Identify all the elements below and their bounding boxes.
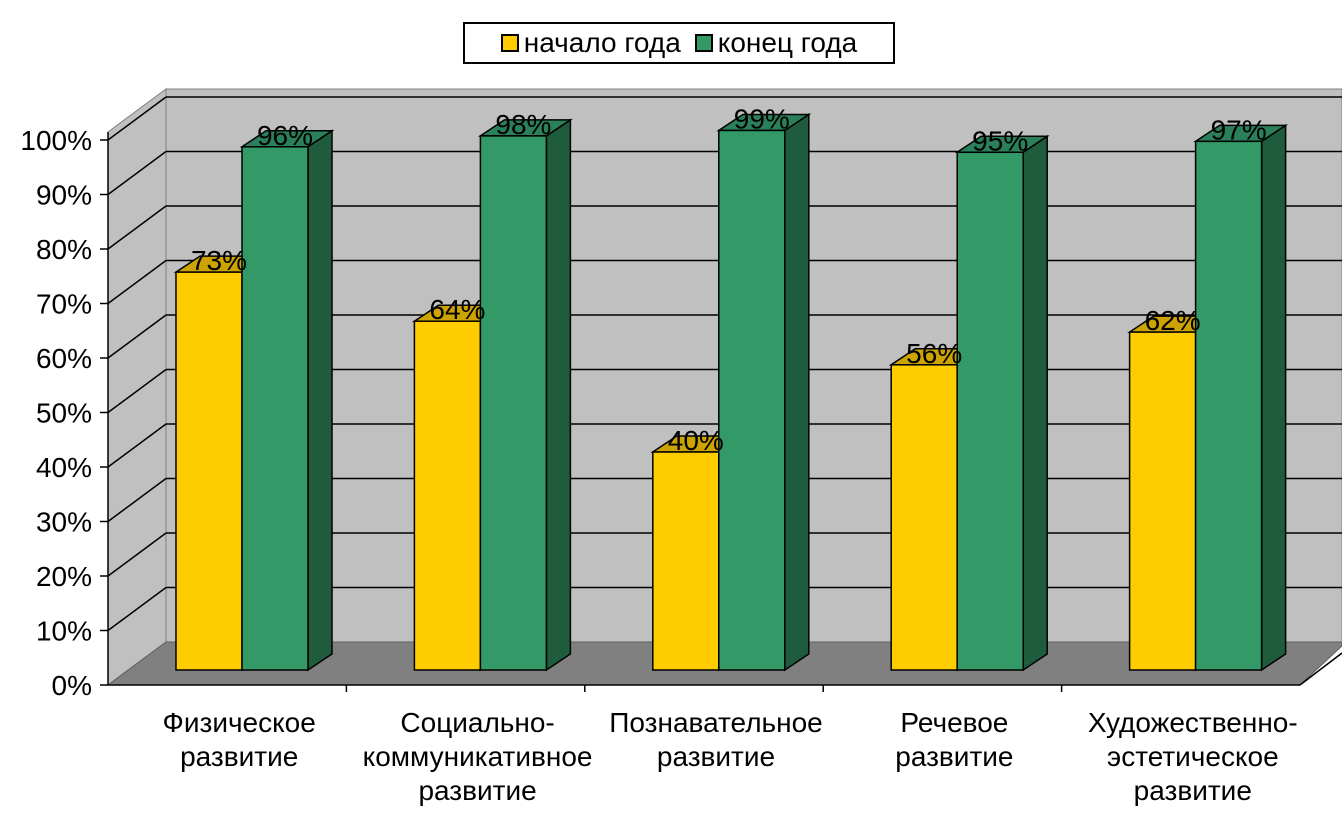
side-wall xyxy=(107,88,167,686)
legend-label-start: начало года xyxy=(523,27,681,58)
gridline-depth xyxy=(107,96,167,141)
bar-end-0 xyxy=(239,129,335,672)
category-label-0: Физическое развитие xyxy=(162,707,316,772)
y-tick-label: 80% xyxy=(36,234,92,265)
gridline-depth xyxy=(107,477,167,523)
gridline-depth xyxy=(107,532,167,577)
x-axis-depth xyxy=(1299,652,1342,686)
data-label-start-1: 64% xyxy=(429,294,485,325)
bars xyxy=(173,113,1289,672)
bar-side xyxy=(1022,134,1048,672)
bar-end-1 xyxy=(477,118,573,672)
data-label-start-4: 62% xyxy=(1145,305,1201,336)
bar-front xyxy=(175,271,243,671)
data-label-end-1: 98% xyxy=(495,109,551,140)
bar-side xyxy=(784,113,810,672)
data-label-end-0: 96% xyxy=(257,120,313,151)
data-label-end-3: 95% xyxy=(972,125,1028,156)
category-label-2: Познавательное развитие xyxy=(609,707,823,772)
gridline-depth xyxy=(107,314,167,359)
gridline-depth xyxy=(107,150,167,196)
gridline-depth xyxy=(107,423,167,468)
y-tick-label: 20% xyxy=(36,561,92,592)
data-label-end-4: 97% xyxy=(1211,114,1267,145)
data-label-start-3: 56% xyxy=(906,338,962,369)
category-label-1: Социально-коммуникативное развитие xyxy=(362,707,593,806)
y-tick-label: 50% xyxy=(36,398,92,429)
y-tick-label: 100% xyxy=(20,125,92,156)
y-tick-label: 40% xyxy=(36,452,92,483)
legend-swatch-start xyxy=(500,34,519,52)
data-label-start-0: 73% xyxy=(191,245,247,276)
bar-front xyxy=(413,320,482,671)
category-label-3: Речевое развитие xyxy=(895,707,1014,772)
bar-front xyxy=(479,135,548,671)
bar-front xyxy=(241,146,309,671)
legend-item-start: начало года xyxy=(500,27,681,59)
y-tick-label: 70% xyxy=(36,289,92,320)
bar-front xyxy=(956,151,1024,671)
legend-item-end: конец года xyxy=(694,27,858,59)
data-labels: 73% 96% 64% 98% 40% 99% 56% 95% 62% 97% xyxy=(191,103,1267,456)
bar-front xyxy=(652,451,720,671)
data-label-end-2: 99% xyxy=(734,103,790,134)
category-label-4: Художественно-эстетическое развитие xyxy=(1087,707,1298,806)
legend-label-end: конец года xyxy=(717,27,858,58)
y-tick-label: 0% xyxy=(52,670,92,701)
data-label-start-2: 40% xyxy=(668,425,724,456)
legend: начало года конец года xyxy=(463,22,895,64)
y-tick-label: 10% xyxy=(36,616,92,647)
bar-front xyxy=(1194,140,1263,671)
bar-side xyxy=(545,118,572,672)
y-tick-label: 90% xyxy=(36,180,92,211)
gridline-depth xyxy=(107,586,167,632)
bar-end-4 xyxy=(1193,123,1289,672)
gridline-depth xyxy=(107,259,167,305)
y-tick-label: 30% xyxy=(36,507,92,538)
gridline-depth xyxy=(107,205,167,250)
bar-end-2 xyxy=(716,113,812,672)
bar-front xyxy=(890,364,958,671)
gridline-depth xyxy=(107,368,167,414)
bar-side xyxy=(307,129,333,672)
legend-swatch-end xyxy=(694,34,713,52)
y-tick-label: 60% xyxy=(36,343,92,374)
bar-side xyxy=(1260,123,1287,672)
bar-front xyxy=(718,129,786,671)
value-axis: 0% 10% 20% 30% 40% 50% 60% 70% 80% 90% 100% xyxy=(20,125,1342,701)
bar-end-3 xyxy=(954,134,1050,672)
bar-front xyxy=(1128,331,1197,671)
